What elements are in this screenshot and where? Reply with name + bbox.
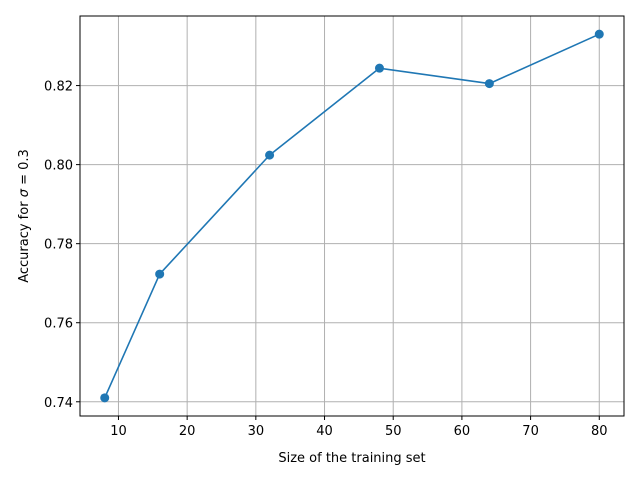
y-tick-label: 0.78 (44, 238, 73, 253)
x-tick-label: 60 (454, 424, 471, 439)
y-tick-label: 0.82 (44, 80, 73, 95)
y-tick-label: 0.74 (44, 396, 73, 411)
y-axis-label-suffix: = 0.3 (17, 149, 32, 189)
data-point (374, 63, 384, 73)
x-tick-label: 70 (522, 424, 539, 439)
y-axis-label-symbol: σ (17, 188, 32, 197)
data-point (594, 29, 604, 39)
data-point (265, 150, 275, 160)
y-axis-label: Accuracy for σ = 0.3 (17, 149, 32, 283)
tick-labels: 10 20 30 40 50 60 70 80 0.74 0.76 0.78 0.80 0.82 (44, 80, 607, 439)
data-point (100, 393, 110, 403)
y-tick-label: 0.80 (44, 159, 73, 174)
x-tick-label: 10 (110, 424, 127, 439)
plot-frame (79, 15, 625, 417)
data-series (100, 29, 604, 403)
x-axis-label: Size of the training set (278, 451, 425, 466)
x-tick-label: 30 (248, 424, 265, 439)
x-tick-label: 20 (179, 424, 196, 439)
data-point (484, 79, 494, 89)
axis-ticks (76, 85, 600, 420)
y-axis-label-prefix: Accuracy for (17, 197, 32, 283)
grid-lines (80, 16, 624, 416)
series-line (103, 33, 600, 399)
x-tick-label: 80 (591, 424, 608, 439)
data-point (155, 269, 165, 279)
x-tick-label: 40 (316, 424, 333, 439)
y-tick-label: 0.76 (44, 317, 73, 332)
x-tick-label: 50 (385, 424, 402, 439)
